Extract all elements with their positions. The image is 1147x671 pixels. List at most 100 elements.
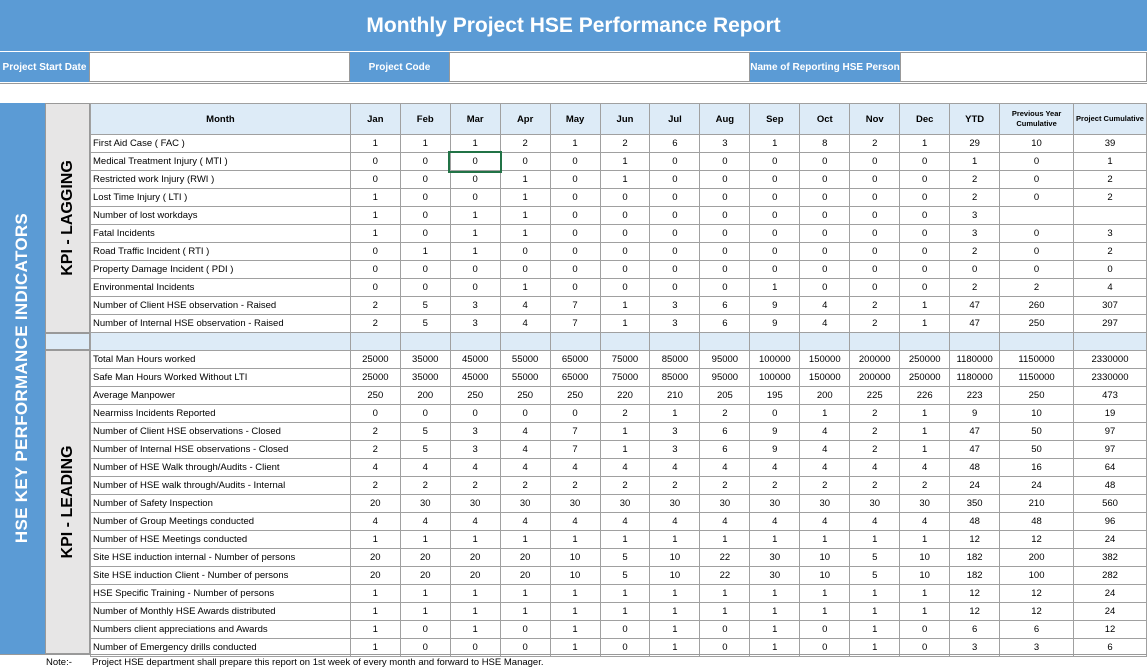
- value-cell[interactable]: 0: [799, 260, 851, 279]
- value-cell[interactable]: 0: [749, 224, 801, 243]
- value-cell[interactable]: 2: [749, 476, 801, 495]
- value-cell[interactable]: 0: [649, 278, 701, 297]
- value-cell[interactable]: 35000: [399, 368, 451, 387]
- value-cell[interactable]: 2: [499, 476, 551, 495]
- value-cell[interactable]: 2: [649, 476, 701, 495]
- value-cell[interactable]: 1: [349, 602, 401, 621]
- value-cell[interactable]: 2: [949, 170, 1001, 189]
- value-cell[interactable]: 0: [899, 278, 951, 297]
- value-cell[interactable]: 2: [349, 476, 401, 495]
- value-cell[interactable]: 1: [599, 602, 651, 621]
- value-cell[interactable]: 10: [799, 566, 851, 585]
- value-cell[interactable]: 1: [599, 422, 651, 441]
- value-cell[interactable]: 1: [599, 530, 651, 549]
- value-cell[interactable]: 5: [399, 422, 451, 441]
- row-label[interactable]: Total Man Hours worked: [90, 350, 351, 369]
- value-cell[interactable]: 4: [499, 440, 551, 459]
- value-cell[interactable]: 1: [449, 530, 501, 549]
- value-cell[interactable]: 1: [499, 224, 551, 243]
- value-cell[interactable]: 0: [649, 170, 701, 189]
- value-cell[interactable]: 1: [849, 602, 901, 621]
- value-cell[interactable]: 0: [899, 638, 951, 657]
- value-cell[interactable]: 1: [749, 530, 801, 549]
- value-cell[interactable]: 47: [949, 440, 1001, 459]
- value-cell[interactable]: 48: [949, 512, 1001, 531]
- value-cell[interactable]: 0: [599, 206, 651, 225]
- value-cell[interactable]: 150000: [799, 350, 851, 369]
- value-cell[interactable]: 0: [749, 206, 801, 225]
- value-cell[interactable]: 0: [699, 206, 751, 225]
- value-cell[interactable]: 250000: [899, 368, 951, 387]
- value-cell[interactable]: 0: [399, 206, 451, 225]
- value-cell[interactable]: 20: [449, 548, 501, 567]
- value-cell[interactable]: 1: [749, 584, 801, 603]
- value-cell[interactable]: 260: [999, 296, 1075, 315]
- value-cell[interactable]: 1: [449, 242, 501, 261]
- value-cell[interactable]: 4: [449, 512, 501, 531]
- row-label[interactable]: Number of HSE Walk through/Audits - Clie…: [90, 458, 351, 477]
- value-cell[interactable]: 2: [699, 404, 751, 423]
- value-cell[interactable]: 30: [399, 494, 451, 513]
- value-cell[interactable]: 6: [1073, 638, 1147, 657]
- value-cell[interactable]: 10: [549, 548, 601, 567]
- value-cell[interactable]: 1: [449, 224, 501, 243]
- value-cell[interactable]: 30: [749, 494, 801, 513]
- value-cell[interactable]: 0: [699, 242, 751, 261]
- value-cell[interactable]: 282: [1073, 566, 1147, 585]
- value-cell[interactable]: 4: [349, 512, 401, 531]
- value-cell[interactable]: 0: [549, 260, 601, 279]
- value-cell[interactable]: 2: [1073, 188, 1147, 207]
- value-cell[interactable]: 7: [549, 296, 601, 315]
- value-cell[interactable]: 226: [899, 386, 951, 405]
- value-cell[interactable]: 0: [599, 278, 651, 297]
- value-cell[interactable]: 30: [849, 494, 901, 513]
- row-label[interactable]: Medical Treatment Injury ( MTI ): [90, 152, 351, 171]
- value-cell[interactable]: 0: [549, 188, 601, 207]
- value-cell[interactable]: 47: [949, 296, 1001, 315]
- value-cell[interactable]: 4: [599, 512, 651, 531]
- value-cell[interactable]: 12: [949, 602, 1001, 621]
- value-cell[interactable]: 1: [449, 206, 501, 225]
- value-cell[interactable]: 95000: [699, 368, 751, 387]
- value-cell[interactable]: 0: [399, 638, 451, 657]
- value-cell[interactable]: 0: [899, 224, 951, 243]
- value-cell[interactable]: 0: [499, 260, 551, 279]
- value-cell[interactable]: 10: [649, 566, 701, 585]
- value-cell[interactable]: 7: [549, 422, 601, 441]
- value-cell[interactable]: 1: [1073, 152, 1147, 171]
- value-cell[interactable]: 1: [849, 620, 901, 639]
- value-cell[interactable]: 1: [349, 620, 401, 639]
- row-label[interactable]: Number of Internal HSE observations - Cl…: [90, 440, 351, 459]
- value-cell[interactable]: 4: [899, 458, 951, 477]
- value-cell[interactable]: 0: [549, 242, 601, 261]
- value-cell[interactable]: 0: [999, 152, 1075, 171]
- value-cell[interactable]: 2: [849, 440, 901, 459]
- value-cell[interactable]: 3: [449, 440, 501, 459]
- value-cell[interactable]: 3: [949, 206, 1001, 225]
- row-label[interactable]: HSE Specific Training - Number of person…: [90, 584, 351, 603]
- value-cell[interactable]: 4: [499, 422, 551, 441]
- value-cell[interactable]: 4: [449, 458, 501, 477]
- value-cell[interactable]: 95000: [699, 350, 751, 369]
- value-cell[interactable]: 12: [999, 602, 1075, 621]
- value-cell[interactable]: 2: [849, 476, 901, 495]
- row-label[interactable]: Environmental Incidents: [90, 278, 351, 297]
- value-cell[interactable]: 65000: [549, 368, 601, 387]
- value-cell[interactable]: 0: [449, 170, 501, 189]
- value-cell[interactable]: 1150000: [999, 368, 1075, 387]
- value-cell[interactable]: 297: [1073, 314, 1147, 333]
- value-cell[interactable]: 0: [699, 170, 751, 189]
- value-cell[interactable]: 1: [699, 584, 751, 603]
- value-cell[interactable]: 2: [399, 476, 451, 495]
- value-cell[interactable]: 30: [549, 494, 601, 513]
- value-cell[interactable]: 1: [399, 530, 451, 549]
- value-cell[interactable]: 0: [549, 170, 601, 189]
- value-cell[interactable]: 5: [399, 296, 451, 315]
- value-cell[interactable]: 0: [449, 278, 501, 297]
- value-cell[interactable]: 1: [649, 620, 701, 639]
- value-cell[interactable]: 75000: [599, 350, 651, 369]
- value-cell[interactable]: 0: [499, 242, 551, 261]
- value-cell[interactable]: 0: [849, 278, 901, 297]
- value-cell[interactable]: 1: [449, 134, 501, 153]
- value-cell[interactable]: 0: [699, 620, 751, 639]
